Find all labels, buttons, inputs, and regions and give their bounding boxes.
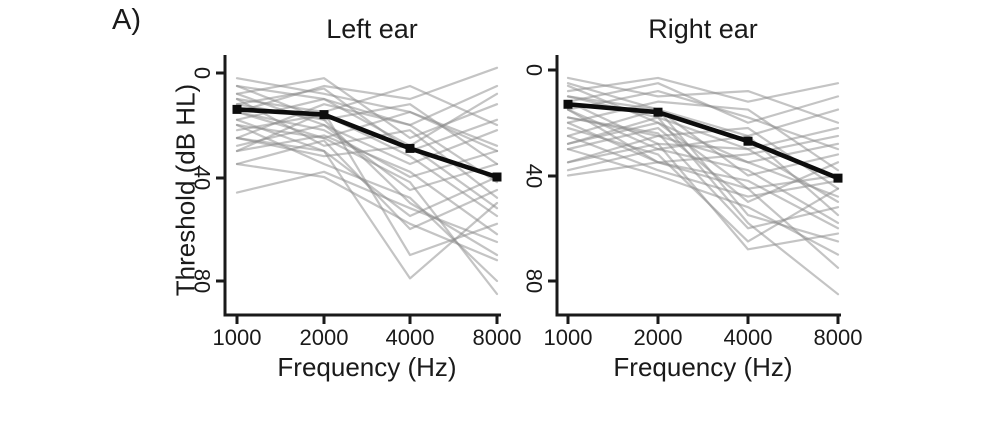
- figure-label: A): [112, 4, 141, 36]
- individual-threshold-line: [235, 136, 499, 280]
- individual-threshold-line: [566, 108, 840, 217]
- individual-threshold-line: [566, 148, 840, 225]
- mean-data-marker: [563, 99, 573, 109]
- x-tick-label: 1000: [544, 325, 593, 350]
- left-panel-title: Left ear: [326, 14, 418, 44]
- individual-threshold-line: [566, 142, 840, 251]
- mean-threshold-line: [234, 107, 500, 180]
- right-x-axis-label: Frequency (Hz): [613, 352, 793, 382]
- mean-data-marker: [833, 173, 843, 183]
- mean-data-marker: [492, 172, 502, 182]
- x-tick-label: 1000: [213, 325, 262, 350]
- y-tick-label: 80: [522, 269, 547, 293]
- mean-threshold-line: [565, 101, 841, 181]
- individual-threshold-line: [235, 170, 499, 244]
- individual-threshold-line: [566, 116, 840, 230]
- individual-threshold-line: [235, 84, 499, 166]
- individual-threshold-line: [566, 148, 840, 256]
- individual-threshold-line: [566, 76, 840, 103]
- individual-threshold-line: [235, 123, 499, 283]
- y-tick-label: 80: [190, 269, 215, 293]
- individual-threshold-line: [235, 162, 499, 262]
- x-tick-label: 4000: [386, 325, 435, 350]
- mean-data-marker: [743, 136, 753, 146]
- mean-data-marker: [319, 110, 329, 120]
- individual-threshold-line: [235, 66, 499, 114]
- individual-threshold-line: [566, 126, 840, 203]
- individual-threshold-line: [566, 134, 840, 198]
- y-tick-label: 40: [190, 166, 215, 190]
- individual-threshold-line: [235, 84, 499, 127]
- individual-threshold-line: [235, 134, 499, 236]
- individual-threshold-line: [566, 161, 840, 269]
- individual-threshold-line: [566, 116, 840, 296]
- left-x-axis-label: Frequency (Hz): [277, 352, 457, 382]
- mean-data-marker: [653, 107, 663, 117]
- mean-data-marker: [405, 143, 415, 153]
- x-tick-label: 8000: [814, 325, 863, 350]
- x-tick-label: 4000: [724, 325, 773, 350]
- individual-threshold-line: [235, 92, 499, 166]
- mean-data-marker: [232, 104, 242, 114]
- y-tick-label: 0: [190, 67, 215, 79]
- individual-threshold-line: [566, 82, 840, 138]
- x-tick-label: 2000: [300, 325, 349, 350]
- individual-threshold-line: [235, 77, 499, 140]
- x-tick-label: 2000: [634, 325, 683, 350]
- x-tick-label: 8000: [473, 325, 522, 350]
- individual-threshold-line: [235, 136, 499, 210]
- individual-threshold-line: [566, 100, 840, 172]
- y-tick-label: 40: [522, 164, 547, 188]
- individual-threshold-line: [566, 89, 840, 151]
- individual-threshold-line: [566, 76, 840, 124]
- individual-threshold-line: [566, 82, 840, 124]
- individual-threshold-line: [235, 110, 499, 296]
- individual-threshold-line: [566, 108, 840, 164]
- right-panel-title: Right ear: [648, 14, 758, 44]
- y-tick-label: 0: [522, 64, 547, 76]
